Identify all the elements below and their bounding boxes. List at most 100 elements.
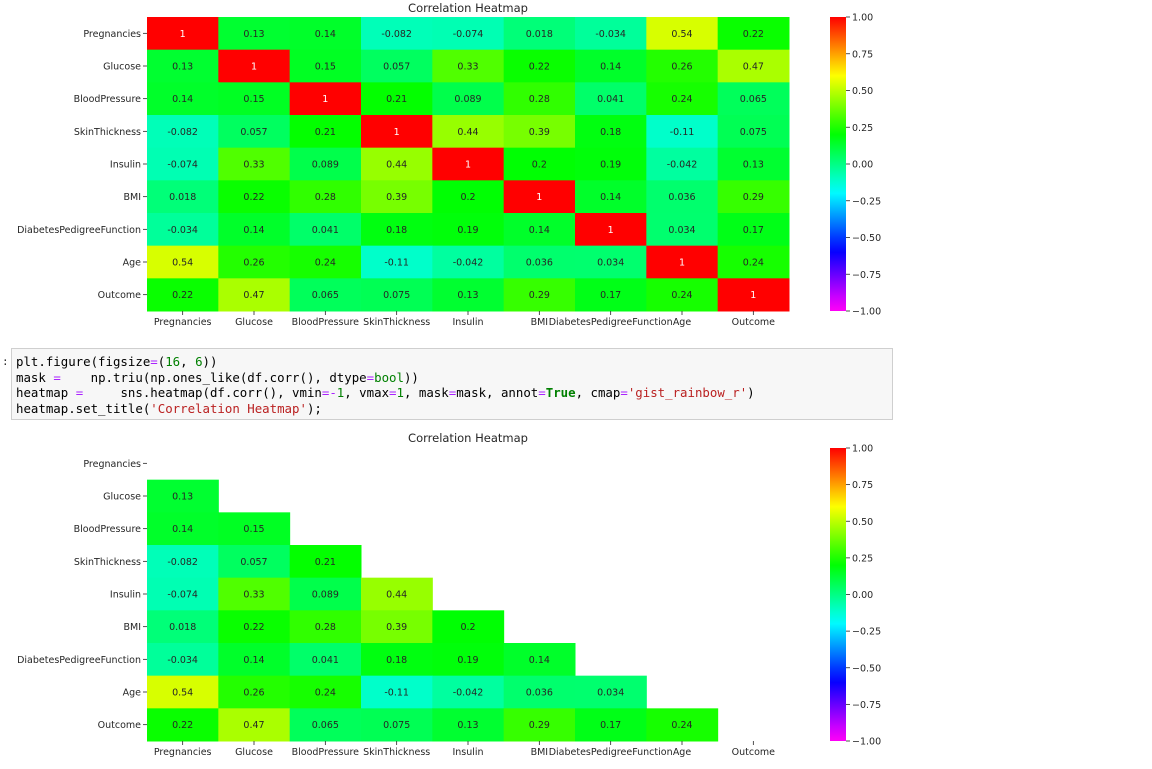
cell-annotation: 0.14 (529, 225, 550, 236)
cell-annotation: -0.082 (167, 557, 198, 568)
cell-annotation: 0.54 (172, 688, 193, 699)
code-token: mask, annot (456, 385, 539, 400)
cell-annotation: -0.034 (167, 225, 198, 236)
heatmap-cell (503, 49, 576, 83)
heatmap-cell (575, 17, 647, 51)
heatmap-cell (361, 17, 433, 51)
heatmap-cell (289, 245, 362, 279)
heatmap-cell (147, 708, 219, 742)
heatmap-cell (147, 147, 219, 181)
heatmap-cell (432, 675, 505, 709)
cell-annotation: 0.14 (529, 655, 550, 666)
code-token: = (53, 369, 61, 385)
colorbar-tick-label: −1.00 (852, 307, 881, 318)
heatmap-cell (646, 49, 719, 83)
heatmap-cell (432, 610, 505, 644)
heatmap-cell (218, 245, 291, 279)
colorbar (830, 17, 846, 311)
x-tick-label: Age (673, 317, 692, 328)
x-tick-label: DiabetesPedigreeFunction (549, 747, 673, 758)
cell-annotation: 0.075 (740, 127, 767, 138)
colorbar-tick-label: −0.25 (852, 627, 881, 638)
heatmap-cell (218, 49, 291, 83)
cell-annotation: 0.15 (315, 62, 336, 73)
cell-annotation: 0.075 (383, 290, 410, 301)
heatmap-cell (147, 278, 219, 312)
cell-annotation: -0.11 (384, 258, 409, 269)
heatmap-cell (575, 708, 647, 742)
cell-annotation: 0.065 (312, 290, 339, 301)
cell-annotation: 0.22 (172, 720, 193, 731)
colorbar-tick-label: −0.75 (852, 700, 881, 711)
heatmap-cell (361, 708, 433, 742)
x-tick-label: Pregnancies (154, 317, 212, 328)
heatmap-cell (218, 115, 291, 149)
code-token: 1 (396, 385, 404, 400)
colorbar-tick-label: 0.25 (852, 553, 873, 564)
cell-annotation: 0.21 (315, 127, 336, 138)
cell-annotation: 0.057 (383, 62, 410, 73)
cell-annotation: 0.19 (457, 655, 478, 666)
cell-annotation: 0.13 (743, 160, 764, 171)
x-tick-label: Glucose (235, 317, 273, 328)
heatmap-cell (147, 512, 219, 546)
heatmap-cell (147, 180, 219, 214)
heatmap-cell (646, 17, 719, 51)
cell-annotation: 0.26 (671, 62, 692, 73)
heatmap-cell (218, 643, 291, 677)
heatmap-cell (218, 213, 291, 247)
cell-annotation: 0.14 (172, 94, 193, 105)
cell-annotation: 0.19 (600, 160, 621, 171)
code-token: , mask (403, 385, 449, 400)
heatmap-cell (717, 278, 790, 312)
heatmap-cell (361, 115, 433, 149)
y-tick-label: SkinThickness (74, 127, 141, 138)
cell-annotation: 0.21 (315, 557, 336, 568)
cell-annotation: 1 (608, 225, 614, 236)
cell-annotation: 0.22 (243, 192, 264, 203)
y-tick-label: BMI (123, 192, 141, 203)
cell-annotation: 0.075 (383, 720, 410, 731)
heatmap-cell (218, 577, 291, 611)
heatmap-cell (218, 610, 291, 644)
heatmap-cell (289, 545, 362, 579)
code-token: 'gist_rainbow_r' (627, 385, 748, 400)
code-token: , vmax (344, 385, 390, 400)
heatmap-cell (646, 147, 719, 181)
heatmap-cell (289, 115, 362, 149)
cell-annotation: -0.042 (453, 688, 484, 699)
y-tick-label: BMI (123, 622, 141, 633)
heatmap-cell (361, 577, 433, 611)
heatmap-cell (717, 49, 790, 83)
cell-annotation: 0.034 (597, 688, 624, 699)
cell-annotation: 0.034 (597, 258, 624, 269)
code-token: bool (374, 369, 404, 385)
colorbar-tick-label: 0.00 (852, 160, 873, 171)
code-cell[interactable]: plt.figure(figsize=(16, 6)) mask = np.tri… (11, 348, 893, 420)
heatmap-cell (432, 213, 505, 247)
x-tick-label: Insulin (452, 317, 483, 328)
heatmap-cell (575, 675, 647, 709)
code-line: mask = np.triu(np.ones_like(df.corr(), d… (16, 370, 888, 386)
cell-annotation: 0.33 (243, 160, 264, 171)
cell-annotation: 0.14 (600, 192, 621, 203)
heatmap-cell (432, 245, 505, 279)
cell-annotation: 0.018 (169, 622, 196, 633)
cell-annotation: 0.54 (172, 258, 193, 269)
cell-annotation: 0.24 (671, 290, 692, 301)
heatmap-cell (361, 49, 433, 83)
heatmap-cell (147, 82, 219, 116)
code-token: plt.figure(figsize (16, 354, 151, 369)
code-token: sns.heatmap(df.corr(), vmin (83, 385, 322, 400)
x-tick-label: BloodPressure (292, 747, 360, 758)
cell-annotation: 0.29 (529, 290, 550, 301)
heatmap-cell (503, 82, 576, 116)
cell-annotation: 0.29 (743, 192, 764, 203)
cell-annotation: 0.33 (457, 62, 478, 73)
heatmap-cell (575, 147, 647, 181)
heatmap-cell (646, 115, 719, 149)
heatmap-cell (503, 115, 576, 149)
x-tick-label: BMI (531, 747, 549, 758)
y-tick-label: BloodPressure (74, 524, 142, 535)
heatmap-cell (289, 675, 362, 709)
